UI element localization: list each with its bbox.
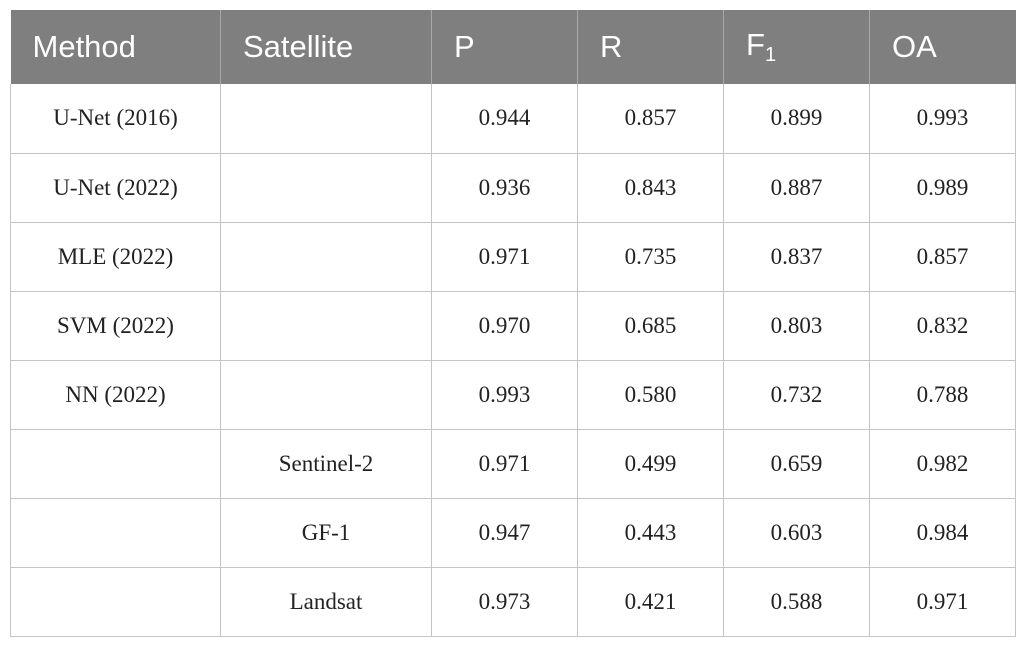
cell-f1: 0.887: [723, 152, 870, 223]
cell-p: 0.971: [431, 428, 578, 499]
cell-r: 0.857: [577, 84, 724, 154]
header-p: P: [431, 10, 578, 84]
table-row: NN (2022) 0.993 0.580 0.732 0.788: [10, 359, 1016, 430]
results-table-container: Method Satellite P R F1 OA U-Net (2016) …: [10, 10, 1016, 637]
cell-method: NN (2022): [10, 359, 221, 430]
cell-method: U-Net (2016): [10, 84, 221, 154]
cell-oa: 0.989: [869, 152, 1016, 223]
cell-f1: 0.603: [723, 497, 870, 568]
table-row: SVM (2022) 0.970 0.685 0.803 0.832: [10, 290, 1016, 361]
cell-method: [10, 428, 221, 499]
table-row: Sentinel-2 0.971 0.499 0.659 0.982: [10, 428, 1016, 499]
cell-p: 0.944: [431, 84, 578, 154]
cell-r: 0.443: [577, 497, 724, 568]
table-row: GF-1 0.947 0.443 0.603 0.984: [10, 497, 1016, 568]
cell-oa: 0.788: [869, 359, 1016, 430]
cell-r: 0.843: [577, 152, 724, 223]
cell-p: 0.947: [431, 497, 578, 568]
cell-method: MLE (2022): [10, 221, 221, 292]
cell-f1: 0.659: [723, 428, 870, 499]
cell-satellite: GF-1: [220, 497, 432, 568]
cell-r: 0.499: [577, 428, 724, 499]
cell-r: 0.685: [577, 290, 724, 361]
cell-satellite: Landsat: [220, 566, 432, 637]
cell-method: [10, 497, 221, 568]
table-row: U-Net (2016) 0.944 0.857 0.899 0.993: [10, 84, 1016, 154]
cell-oa: 0.993: [869, 84, 1016, 154]
header-oa: OA: [869, 10, 1016, 84]
cell-f1: 0.899: [723, 84, 870, 154]
header-satellite: Satellite: [220, 10, 432, 84]
table-row: MLE (2022) 0.971 0.735 0.837 0.857: [10, 221, 1016, 292]
cell-p: 0.993: [431, 359, 578, 430]
header-f1: F1: [723, 10, 870, 84]
cell-oa: 0.984: [869, 497, 1016, 568]
cell-satellite: [220, 290, 432, 361]
cell-satellite: [220, 221, 432, 292]
cell-p: 0.971: [431, 221, 578, 292]
cell-method: [10, 566, 221, 637]
cell-satellite: [220, 84, 432, 154]
results-table: Method Satellite P R F1 OA U-Net (2016) …: [10, 10, 1016, 637]
table-row: Landsat 0.973 0.421 0.588 0.971: [10, 566, 1016, 637]
table-row: U-Net (2022) 0.936 0.843 0.887 0.989: [10, 152, 1016, 223]
cell-oa: 0.832: [869, 290, 1016, 361]
cell-f1: 0.803: [723, 290, 870, 361]
cell-r: 0.580: [577, 359, 724, 430]
header-method: Method: [32, 29, 136, 64]
cell-p: 0.973: [431, 566, 578, 637]
cell-p: 0.970: [431, 290, 578, 361]
cell-f1: 0.837: [723, 221, 870, 292]
cell-r: 0.421: [577, 566, 724, 637]
cell-f1: 0.588: [723, 566, 870, 637]
cell-method: U-Net (2022): [10, 152, 221, 223]
header-r: R: [577, 10, 724, 84]
cell-oa: 0.971: [869, 566, 1016, 637]
cell-satellite: [220, 152, 432, 223]
cell-r: 0.735: [577, 221, 724, 292]
cell-f1: 0.732: [723, 359, 870, 430]
cell-satellite: Sentinel-2: [220, 428, 432, 499]
cell-oa: 0.982: [869, 428, 1016, 499]
cell-method: SVM (2022): [10, 290, 221, 361]
cell-oa: 0.857: [869, 221, 1016, 292]
table-header-row: Method Satellite P R F1 OA: [10, 10, 1016, 84]
cell-satellite: [220, 359, 432, 430]
cell-p: 0.936: [431, 152, 578, 223]
